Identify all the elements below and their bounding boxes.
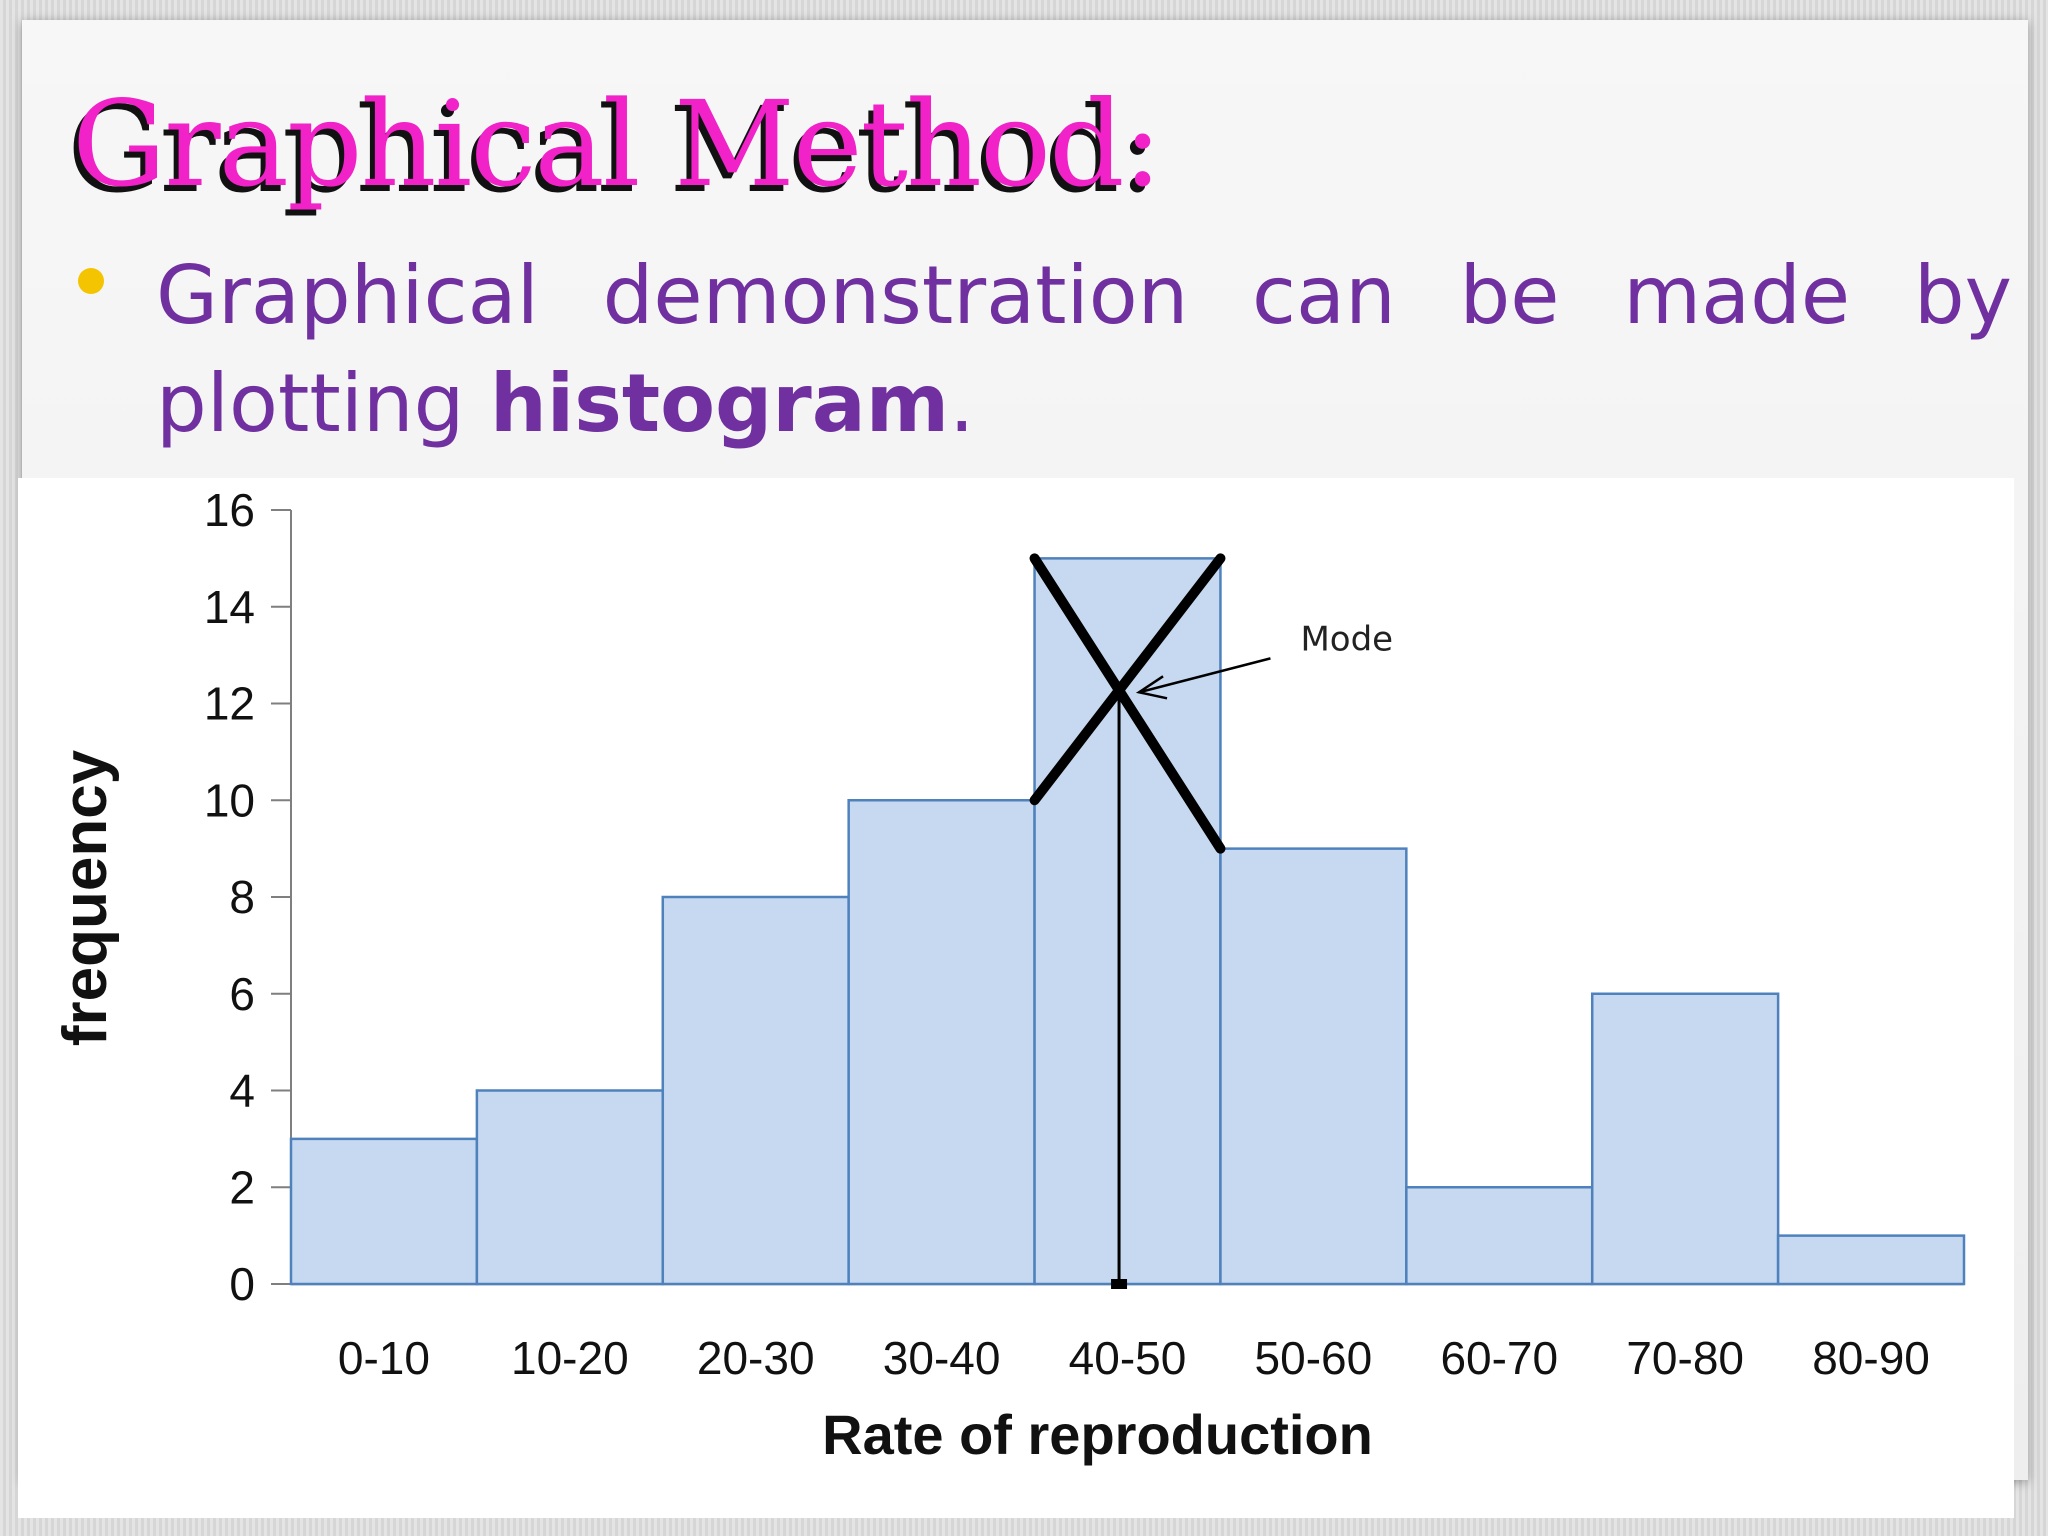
mode-arrow-line (1138, 657, 1271, 694)
mode-line-left-diagonal (1029, 553, 1226, 854)
y-tick-label: 4 (229, 1065, 255, 1117)
x-tick-label: 0-10 (338, 1332, 430, 1384)
x-tick-label: 60-70 (1440, 1332, 1558, 1384)
histogram-bar (1033, 557, 1222, 1286)
histogram-bar (475, 1089, 665, 1286)
histogram-bar (1590, 992, 1780, 1286)
bullet-text-after: . (949, 357, 975, 450)
mode-annotation-label: Mode (1300, 619, 1393, 659)
histogram-bar (289, 1137, 479, 1286)
bullet-text: Graphical demonstration can be made by p… (156, 242, 2012, 458)
chart-panel: 0 2 4 6 8 10 12 14 16 Mode 0-10 10-20 20-30 30-40 40… (18, 478, 2014, 1518)
mode-point-marker (1111, 1279, 1128, 1289)
y-axis-title: frequency (51, 749, 120, 1046)
y-tick-label: 6 (229, 968, 255, 1020)
x-tick-label: 50-60 (1255, 1332, 1373, 1384)
bullet-dot-icon (78, 268, 104, 294)
mode-line-right-diagonal (1029, 553, 1226, 806)
histogram-bar (1776, 1234, 1966, 1286)
slide-title: Graphical Method: (72, 75, 1162, 213)
histogram-chart: 0 2 4 6 8 10 12 14 16 Mode 0-10 10-20 20-30 30-40 40… (51, 484, 1966, 1466)
x-tick-label: 70-80 (1626, 1332, 1744, 1384)
x-tick-label: 40-50 (1069, 1332, 1187, 1384)
histogram-bar (1405, 1186, 1594, 1286)
histogram-bar (847, 799, 1036, 1286)
y-tick-label: 0 (229, 1258, 255, 1310)
histogram-bar (661, 895, 850, 1286)
y-tick-label: 12 (204, 678, 255, 730)
x-tick-label: 10-20 (511, 1332, 629, 1384)
x-tick-label: 30-40 (883, 1332, 1001, 1384)
bullet-text-before: Graphical demonstration can be made by p… (156, 249, 2012, 450)
mode-arrow-head-icon (1135, 675, 1168, 700)
bullet-bold-word: histogram (489, 357, 950, 450)
y-tick-label: 14 (204, 581, 255, 633)
y-tick-label: 16 (204, 484, 255, 536)
x-tick-label: 80-90 (1812, 1332, 1930, 1384)
y-tick-label: 2 (229, 1161, 255, 1213)
x-axis-title: Rate of reproduction (822, 1403, 1373, 1466)
histogram-bar (1219, 847, 1408, 1286)
y-tick-label: 10 (204, 774, 255, 826)
y-tick-label: 8 (229, 871, 255, 923)
x-tick-label: 20-30 (697, 1332, 815, 1384)
